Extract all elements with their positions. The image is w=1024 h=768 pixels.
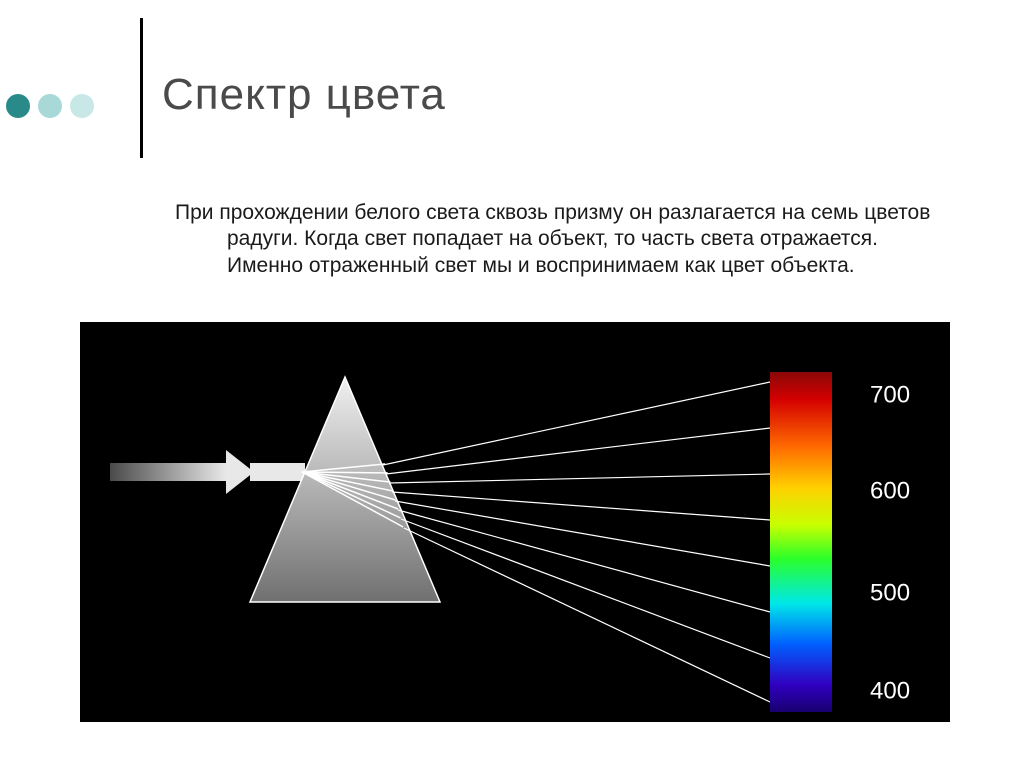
wavelength-label: 500 — [870, 579, 910, 606]
incoming-beam — [250, 463, 305, 481]
dot-icon — [6, 94, 30, 118]
decorative-dots — [6, 94, 94, 118]
slide-title: Спектр цвета — [162, 70, 446, 120]
prism-dispersion-diagram: 700 600 500 400 — [80, 322, 950, 722]
slide-body-text: При прохождении белого света сквозь приз… — [175, 200, 935, 279]
wavelength-label: 400 — [870, 677, 910, 704]
wavelength-label: 700 — [870, 381, 910, 408]
dot-icon — [70, 94, 94, 118]
prism-icon — [250, 377, 440, 602]
wavelength-label: 600 — [870, 477, 910, 504]
diagram-svg: 700 600 500 400 — [80, 322, 950, 722]
spectrum-bar — [770, 372, 832, 712]
body-text-content: При прохождении белого света сквозь приз… — [175, 200, 935, 279]
dispersion-rays — [383, 382, 770, 702]
dot-icon — [38, 94, 62, 118]
wavelength-labels: 700 600 500 400 — [870, 381, 910, 704]
incoming-light-arrow — [110, 450, 254, 494]
title-divider-line — [140, 18, 143, 158]
